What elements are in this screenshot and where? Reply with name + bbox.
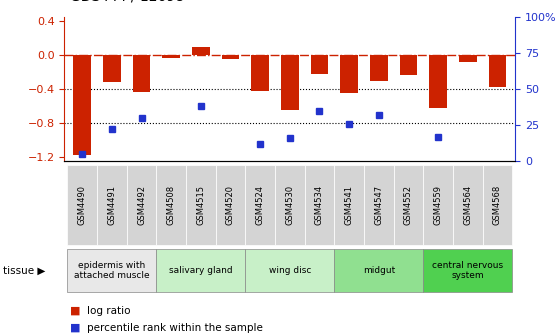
Text: ■: ■ <box>70 306 81 316</box>
Text: ■: ■ <box>70 323 81 333</box>
Text: GSM4524: GSM4524 <box>256 185 265 225</box>
Text: GSM4564: GSM4564 <box>463 185 472 225</box>
Bar <box>133 55 151 92</box>
Text: GSM4547: GSM4547 <box>374 185 383 225</box>
Bar <box>281 55 298 110</box>
Bar <box>311 55 328 74</box>
Text: tissue ▶: tissue ▶ <box>3 265 45 276</box>
Bar <box>103 55 121 82</box>
Text: GSM4492: GSM4492 <box>137 185 146 225</box>
Text: central nervous
system: central nervous system <box>432 261 503 280</box>
Text: GSM4508: GSM4508 <box>167 185 176 225</box>
Bar <box>370 55 388 81</box>
Text: GSM4541: GSM4541 <box>344 185 353 225</box>
Bar <box>73 55 91 155</box>
Text: GDS444 / 12698: GDS444 / 12698 <box>70 0 184 3</box>
Text: epidermis with
attached muscle: epidermis with attached muscle <box>74 261 150 280</box>
Text: GSM4520: GSM4520 <box>226 185 235 225</box>
Text: GSM4559: GSM4559 <box>433 185 442 225</box>
Text: salivary gland: salivary gland <box>169 266 232 275</box>
Text: GSM4534: GSM4534 <box>315 185 324 225</box>
Text: percentile rank within the sample: percentile rank within the sample <box>87 323 263 333</box>
Bar <box>192 47 210 55</box>
Text: log ratio: log ratio <box>87 306 130 316</box>
Text: GSM4568: GSM4568 <box>493 185 502 225</box>
Text: GSM4491: GSM4491 <box>108 185 116 225</box>
Bar <box>488 55 506 87</box>
Bar <box>162 55 180 58</box>
Text: GSM4552: GSM4552 <box>404 185 413 225</box>
Bar <box>429 55 447 108</box>
Bar <box>459 55 477 62</box>
Text: GSM4490: GSM4490 <box>78 185 87 225</box>
Text: GSM4515: GSM4515 <box>197 185 206 225</box>
Text: GSM4530: GSM4530 <box>285 185 295 225</box>
Text: wing disc: wing disc <box>269 266 311 275</box>
Bar <box>340 55 358 93</box>
Bar <box>399 55 417 76</box>
Text: midgut: midgut <box>363 266 395 275</box>
Bar <box>251 55 269 91</box>
Bar <box>222 55 239 59</box>
